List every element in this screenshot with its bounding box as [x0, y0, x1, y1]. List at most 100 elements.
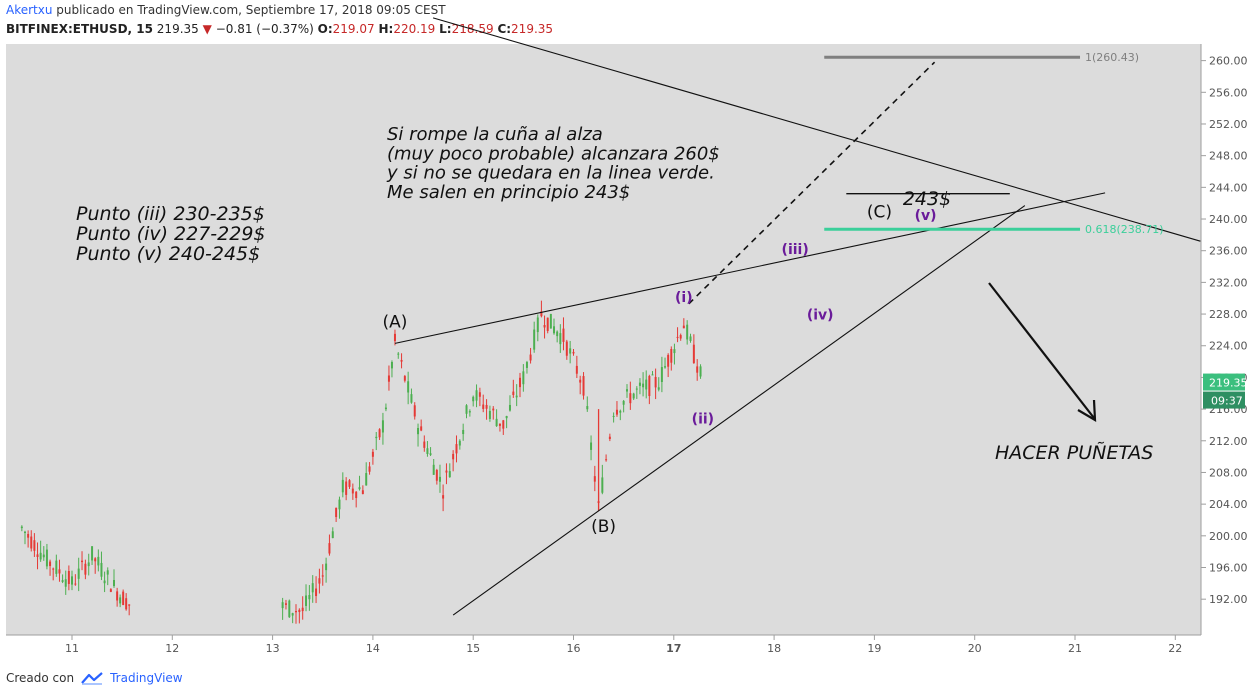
down-arrow-icon	[988, 282, 1095, 419]
candle-body	[410, 394, 413, 403]
y-tick-label: 228.00	[1209, 308, 1248, 321]
publish-info: Akertxu publicado en TradingView.com, Se…	[6, 3, 446, 17]
fib-level-1-label: 1(260.43)	[1085, 51, 1139, 64]
x-tick-label: 13	[266, 642, 280, 655]
y-tick-label: 260.00	[1209, 55, 1248, 68]
candle-body	[358, 487, 361, 490]
y-tick-label: 252.00	[1209, 118, 1248, 131]
candle-body	[699, 366, 702, 377]
candle-body	[345, 481, 348, 495]
candle-body	[384, 407, 387, 410]
candle-body	[673, 349, 676, 354]
candle-body	[632, 393, 635, 399]
y-tick-label: 232.00	[1209, 276, 1248, 289]
candle-body	[45, 549, 48, 567]
candle-body	[498, 423, 501, 426]
created-with-text: Creado con	[6, 671, 75, 685]
candle-body	[622, 400, 625, 405]
wave-label-v: (v)	[915, 208, 937, 224]
candle-body	[390, 361, 393, 369]
candle-body	[536, 317, 539, 333]
candle-body	[119, 597, 122, 604]
candle-body	[61, 580, 64, 582]
candle-body	[540, 311, 543, 317]
candle-body	[475, 390, 478, 401]
candle-body	[341, 479, 344, 493]
candle-body	[284, 603, 287, 605]
candle-body	[125, 598, 128, 610]
candle-body	[308, 595, 311, 600]
author-link[interactable]: Akertxu	[6, 3, 53, 17]
candle-body	[338, 499, 341, 510]
candle-body	[328, 543, 331, 554]
candle-body	[670, 348, 673, 363]
candle-body	[575, 365, 578, 374]
candle-body	[315, 588, 318, 597]
wave-label-iii: (iii)	[782, 242, 809, 258]
candle-body	[689, 336, 692, 341]
candle-body	[97, 556, 100, 566]
wave-label-iv: (iv)	[807, 308, 834, 324]
last-price: 219.35	[156, 22, 199, 36]
candle-body	[485, 404, 488, 409]
candle-body	[679, 335, 682, 339]
low-label: L:	[439, 22, 452, 36]
candle-body	[625, 389, 628, 392]
candle-body	[81, 560, 84, 563]
candle-body	[488, 410, 491, 419]
candle-body	[318, 578, 321, 584]
candle-body	[109, 589, 112, 592]
candle-body	[301, 607, 304, 612]
note-punto: Punto (v) 240-245$	[76, 243, 260, 265]
annotations: Punto (iii) 230-235$Punto (iv) 227-229$P…	[76, 124, 1153, 464]
candle-body	[543, 324, 546, 328]
candle-body	[381, 420, 384, 433]
candle-body	[305, 595, 308, 606]
candle-body	[281, 602, 284, 609]
candle-body	[692, 344, 695, 364]
y-tick-label: 204.00	[1209, 498, 1248, 511]
arrowhead-icon	[1077, 399, 1097, 422]
y-tick-label: 208.00	[1209, 466, 1248, 479]
candle-body	[355, 491, 358, 499]
candle-body	[458, 440, 461, 446]
candle-body	[502, 420, 505, 429]
tradingview-link[interactable]: TradingView	[110, 671, 183, 685]
x-tick-label: 21	[1068, 642, 1082, 655]
candle-body	[556, 331, 559, 337]
candle-body	[397, 353, 400, 355]
last-price-badge: 219.35 09:37	[1203, 373, 1248, 409]
plot-area	[6, 44, 1201, 635]
candle-body	[612, 415, 615, 417]
x-tick-label: 12	[165, 642, 179, 655]
tradingview-logo-icon	[81, 672, 103, 685]
candle-body	[351, 488, 354, 494]
candles	[20, 300, 702, 624]
candle-body	[378, 429, 381, 438]
symbol-label[interactable]: BITFINEX:ETHUSD, 15	[6, 22, 153, 36]
candle-body	[94, 558, 97, 562]
candle-body	[654, 376, 657, 388]
candle-body	[619, 410, 622, 413]
candle-body	[400, 359, 403, 362]
candle-body	[84, 563, 87, 575]
candle-body	[288, 600, 291, 618]
candle-body	[676, 336, 679, 338]
candle-body	[648, 375, 651, 397]
candle-body	[67, 570, 70, 584]
high-label: H:	[378, 22, 394, 36]
candle-body	[452, 453, 455, 460]
price-badge-value: 219.35	[1209, 377, 1248, 390]
candle-body	[39, 552, 42, 560]
candle-body	[52, 568, 55, 570]
candle-body	[331, 531, 334, 539]
candle-body	[515, 395, 518, 398]
candle-body	[629, 393, 632, 404]
candle-body	[20, 526, 23, 529]
time-axis[interactable]: 11 12 13 14 15 16 17 18 19 20 21 22	[65, 635, 1182, 655]
publish-text: publicado en TradingView.com, Septiembre…	[56, 3, 446, 17]
price-axis[interactable]: 192.00196.00200.00204.00208.00212.00216.…	[1201, 55, 1248, 607]
candle-body	[462, 429, 465, 435]
candle-body	[593, 476, 596, 482]
